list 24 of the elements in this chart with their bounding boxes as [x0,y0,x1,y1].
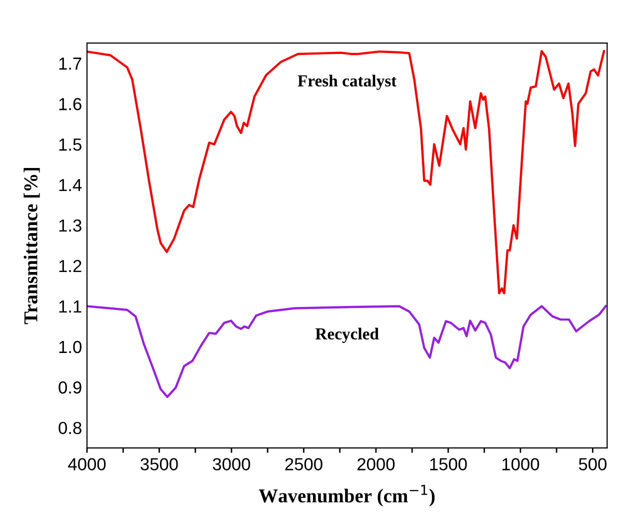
y-tick-label: 1.1 [59,300,82,312]
x-tick-label: 2500 [285,458,322,470]
y-tick-label: 0.8 [58,422,82,434]
x-tick-label: 4000 [68,458,106,470]
y-tick-label: 1.7 [59,58,82,70]
y-tick-label: 1.0 [59,340,82,354]
y-tick-label: 1.5 [59,138,82,151]
x-tick-label: 2000 [358,458,395,470]
series-label: Recycled [315,328,379,343]
y-tick-label: 0.9 [58,381,82,394]
y-tick-label: 1.4 [59,179,82,192]
x-tick-label: 1000 [502,458,540,470]
y-tick-label: 1.2 [59,260,82,272]
x-tick-label: 500 [578,458,606,470]
y-tick-label: 1.6 [59,98,82,110]
x-tick-label: 3000 [212,458,250,470]
y-tick-label: 1.3 [59,219,82,232]
x-tick-label: 1500 [430,458,467,470]
line-series [86,50,606,294]
x-tick-label: 3500 [140,458,178,470]
line-series [86,305,607,398]
y-axis-title: Transmittance [%] [24,168,40,324]
x-axis-title: Wavenumber (cm$^{−1}$) [258,484,435,506]
series-label: Fresh catalyst [298,74,397,90]
